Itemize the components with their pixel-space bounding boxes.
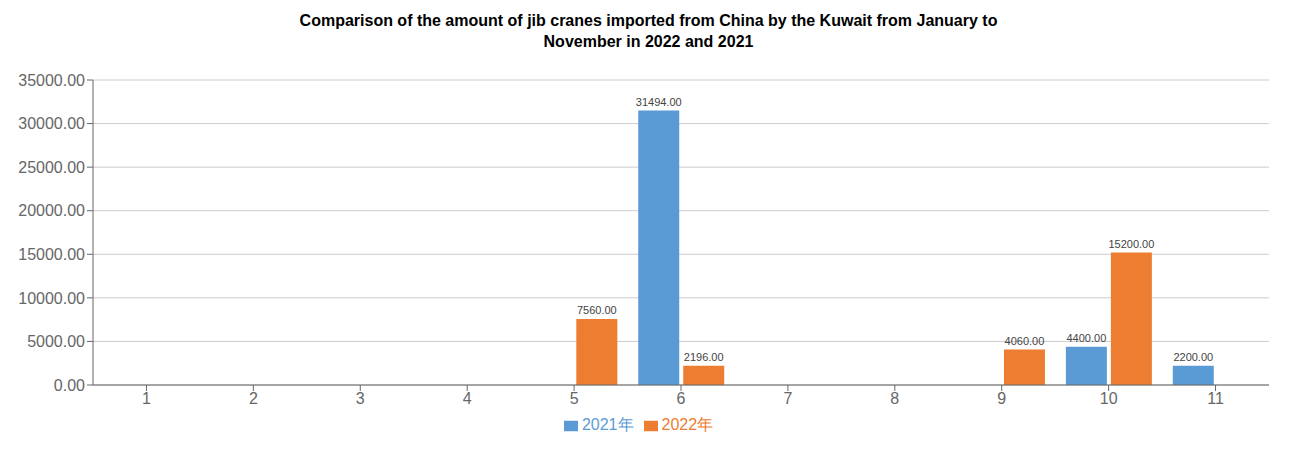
svg-text:25000.00: 25000.00 [18, 159, 85, 176]
svg-text:2200.00: 2200.00 [1173, 351, 1213, 363]
html-text:Comparison of the amount of ji: Comparison of the amount of jib cranes i… [299, 12, 998, 29]
html-text:2021年: 2021年 [581, 416, 634, 433]
svg-text:5000.00: 5000.00 [27, 333, 85, 350]
svg-text:4060.00: 4060.00 [1005, 335, 1045, 347]
svg-text:3: 3 [356, 390, 365, 407]
svg-text:10: 10 [1100, 390, 1118, 407]
svg-text:7: 7 [783, 390, 792, 407]
html-text:2022年: 2022年 [661, 416, 714, 433]
svg-text:0.00: 0.00 [54, 377, 85, 394]
svg-text:15000.00: 15000.00 [18, 246, 85, 263]
svg-text:31494.00: 31494.00 [636, 96, 682, 108]
svg-text:8: 8 [890, 390, 899, 407]
svg-text:35000.00: 35000.00 [18, 72, 85, 89]
svg-text:20000.00: 20000.00 [18, 202, 85, 219]
svg-text:11: 11 [1207, 390, 1224, 407]
svg-text:5: 5 [570, 390, 579, 407]
svg-text:9: 9 [997, 390, 1006, 407]
svg-text:2: 2 [249, 390, 258, 407]
html-text:November in 2022 and 2021: November in 2022 and 2021 [543, 33, 754, 50]
svg-text:4400.00: 4400.00 [1066, 332, 1106, 344]
svg-text:10000.00: 10000.00 [18, 290, 85, 307]
svg-text:1: 1 [142, 390, 151, 407]
svg-text:2196.00: 2196.00 [684, 351, 724, 363]
svg-text:15200.00: 15200.00 [1108, 238, 1154, 250]
svg-text:6: 6 [677, 390, 686, 407]
svg-text:30000.00: 30000.00 [18, 115, 85, 132]
svg-text:4: 4 [463, 390, 472, 407]
svg-text:7560.00: 7560.00 [577, 304, 617, 316]
